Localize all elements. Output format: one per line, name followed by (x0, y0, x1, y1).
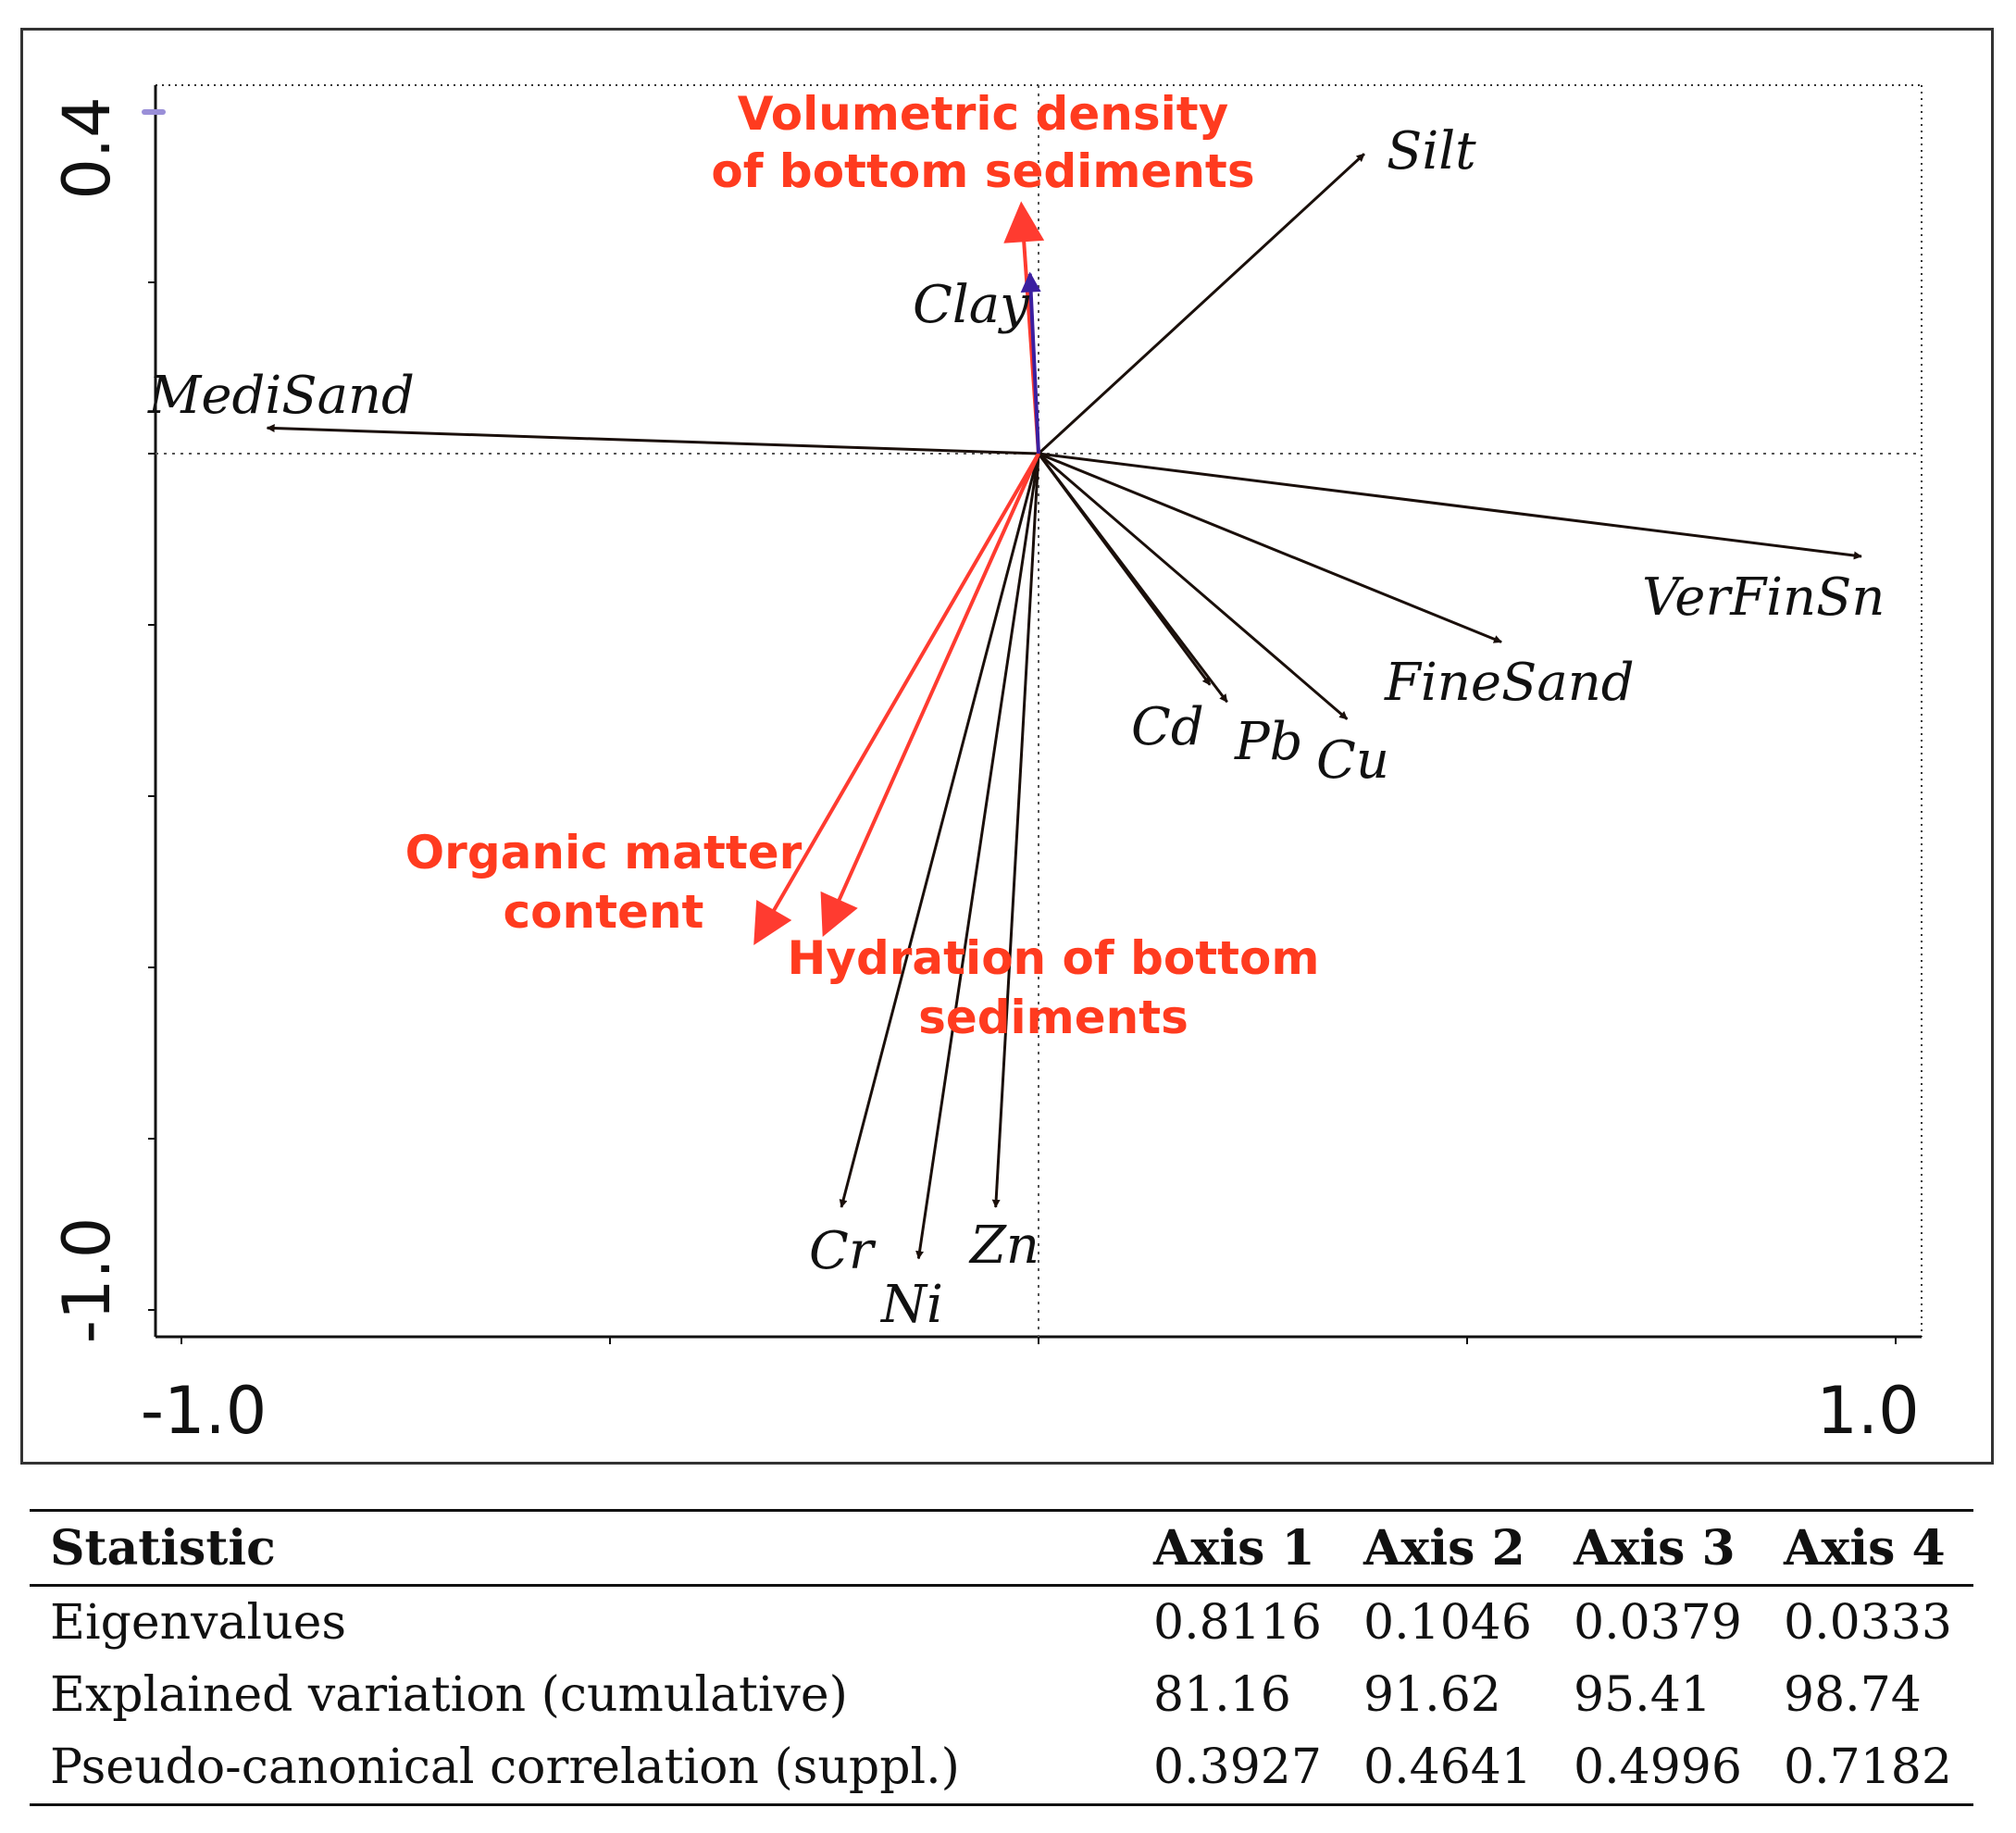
header-axis-4: Axis 4 (1784, 1519, 1946, 1577)
x-tick-label-left: -1.0 (141, 1373, 268, 1449)
cell-value: 0.8116 (1153, 1595, 1322, 1651)
table-header-row: Statistic Axis 1 Axis 2 Axis 3 Axis 4 (30, 1510, 1973, 1586)
row-label: Explained variation (cumulative) (50, 1667, 848, 1723)
y-tick-label-bottom: -1.0 (49, 1217, 125, 1344)
plot-frame (20, 28, 1994, 1465)
header-statistic: Statistic (50, 1519, 276, 1577)
arrow-cu (1038, 452, 1349, 720)
y-ticks (148, 110, 156, 1311)
cell-value: 98.74 (1784, 1667, 1922, 1723)
cell-value: 91.62 (1363, 1667, 1501, 1723)
x-tick-label-right: 1.0 (1816, 1373, 1919, 1449)
label-cr: Cr (809, 1221, 877, 1281)
y-tick-label-top: 0.4 (49, 96, 125, 199)
table-row: Pseudo-canonical correlation (suppl.) 0.… (30, 1731, 1973, 1805)
arrow-pb (1037, 453, 1228, 704)
arrow-finesand (1038, 452, 1502, 643)
label-organic-matter-line1: Organic matter (405, 826, 803, 879)
label-hydration-line2: sediments (918, 991, 1188, 1044)
row-label: Pseudo-canonical correlation (suppl.) (50, 1739, 960, 1795)
arrow-medisand (266, 424, 1039, 455)
table-row: Explained variation (cumulative) 81.16 9… (30, 1659, 1973, 1731)
statistics-table: Statistic Axis 1 Axis 2 Axis 3 Axis 4 Ei… (30, 1509, 1973, 1806)
cell-value: 0.3927 (1153, 1739, 1322, 1795)
header-axis-2: Axis 2 (1363, 1519, 1525, 1577)
table-row: Eigenvalues 0.8116 0.1046 0.0379 0.0333 (30, 1586, 1973, 1660)
cell-value: 0.1046 (1363, 1595, 1532, 1651)
label-medisand: MediSand (147, 366, 415, 426)
label-finesand: FineSand (1384, 653, 1635, 713)
label-ni: Ni (879, 1275, 943, 1335)
label-clay: Clay (913, 275, 1030, 335)
cell-value: 0.4996 (1574, 1739, 1742, 1795)
row-label: Eigenvalues (50, 1595, 347, 1651)
cell-value: 0.4641 (1363, 1739, 1532, 1795)
label-organic-matter-line2: content (504, 885, 704, 939)
label-zn: Zn (968, 1216, 1039, 1276)
arrow-verfinsn (1038, 452, 1862, 560)
arrow-organic-matter (753, 452, 1040, 946)
cell-value: 0.0379 (1574, 1595, 1742, 1651)
arrow-clay (1020, 271, 1041, 455)
label-cd: Cd (1131, 697, 1204, 757)
arrow-zn (991, 453, 1040, 1208)
label-pb: Pb (1234, 712, 1303, 772)
cell-value: 81.16 (1153, 1667, 1291, 1723)
label-verfinsn: VerFinSn (1642, 567, 1885, 628)
header-axis-1: Axis 1 (1153, 1519, 1315, 1577)
x-ticks (180, 1337, 1897, 1344)
label-silt: Silt (1387, 121, 1476, 181)
arrow-hydration (820, 453, 1040, 938)
arrow-ni (915, 453, 1040, 1260)
label-volumetric-density-line1: Volumetric density (738, 87, 1229, 141)
biplot-chart: 0.4 -1.0 -1.0 1.0 Silt Clay MediSand Ver… (49, 84, 1923, 1449)
label-volumetric-density-line2: of bottom sediments (711, 144, 1254, 198)
arrow-cr (839, 453, 1040, 1208)
arrow-silt (1037, 153, 1365, 455)
cell-value: 95.41 (1574, 1667, 1711, 1723)
header-axis-3: Axis 3 (1574, 1519, 1736, 1577)
label-hydration-line1: Hydration of bottom (788, 931, 1320, 985)
cell-value: 0.7182 (1784, 1739, 1952, 1795)
label-cu: Cu (1316, 730, 1389, 791)
cell-value: 0.0333 (1784, 1595, 1952, 1651)
